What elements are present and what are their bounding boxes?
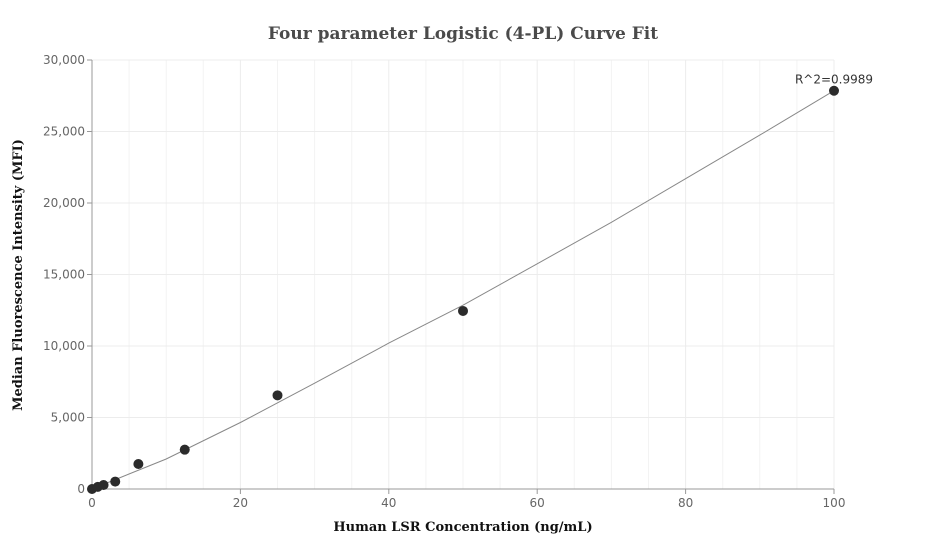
- data-point: [110, 476, 121, 487]
- grid: [92, 59, 835, 489]
- x-tick-label: 20: [233, 496, 248, 510]
- y-tick-label: 15,000: [43, 268, 85, 282]
- data-point: [829, 85, 839, 96]
- y-tick-label: 25,000: [43, 125, 85, 139]
- tick-labels: 0 20 40 60 80 100 0 5,000 10,000 15,000 20,000 25,0…: [43, 53, 845, 510]
- data-points: [87, 85, 839, 494]
- y-tick-label: 10,000: [43, 339, 85, 353]
- data-point: [179, 444, 190, 455]
- y-tick-label: 0: [77, 482, 85, 496]
- data-point: [133, 458, 144, 469]
- x-tick-label: 100: [823, 496, 846, 510]
- y-tick-label: 5,000: [51, 411, 85, 425]
- x-tick-label: 60: [530, 496, 545, 510]
- axes: [87, 59, 835, 494]
- data-point: [272, 390, 283, 401]
- r-squared-annotation: R^2=0.9989: [795, 73, 873, 87]
- chart-title: Four parameter Logistic (4-PL) Curve Fit: [268, 24, 658, 44]
- x-tick-label: 0: [88, 496, 96, 510]
- y-tick-label: 20,000: [43, 196, 85, 210]
- data-point: [98, 479, 109, 490]
- fit-curve: [91, 90, 835, 490]
- x-tick-label: 40: [381, 496, 396, 510]
- y-axis-label: Median Fluorescence Intensity (MFI): [11, 139, 26, 411]
- x-tick-label: 80: [678, 496, 693, 510]
- x-axis-label: Human LSR Concentration (ng/mL): [333, 520, 592, 535]
- y-tick-label: 30,000: [43, 53, 85, 67]
- data-point: [458, 305, 468, 316]
